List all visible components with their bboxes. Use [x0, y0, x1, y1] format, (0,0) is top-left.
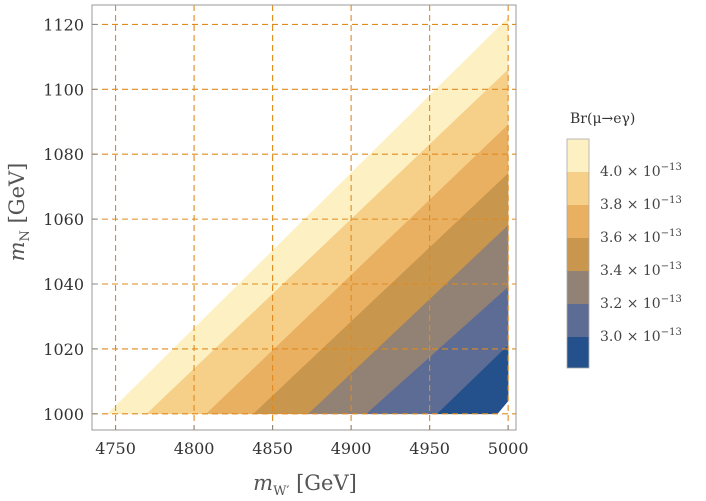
- y-tick-label: 1060: [43, 210, 84, 229]
- x-tick-label: 4900: [331, 439, 372, 458]
- x-tick-label: 4750: [95, 439, 136, 458]
- legend-swatch-2: [567, 205, 589, 238]
- y-tick-label: 1080: [43, 145, 84, 164]
- legend-label-3: 3.4 × 10−13: [600, 261, 682, 279]
- legend-swatch-0: [567, 139, 589, 172]
- legend-label-2: 3.6 × 10−13: [600, 228, 682, 246]
- plot-frame: [91, 4, 517, 431]
- legend-label-0: 4.0 × 10−13: [600, 162, 682, 180]
- legend-label-5: 3.0 × 10−13: [600, 327, 682, 345]
- y-tick-label: 1000: [43, 405, 84, 424]
- legend-swatch-3: [567, 238, 589, 271]
- y-tick-label: 1020: [43, 340, 84, 359]
- x-tick-label: 4850: [252, 439, 293, 458]
- legend: Br(μ→eγ) 4.0 × 10−13 3.8 × 10−13 3.6 × 10−…: [566, 111, 682, 369]
- y-axis-ticks: 1000 1020 1040 1060 1080 1100 1120: [43, 15, 97, 424]
- legend-swatch-4: [567, 271, 589, 304]
- x-axis-ticks: 4750 4800 4850 4900 4950 5000: [95, 425, 529, 458]
- legend-frame: [566, 138, 590, 369]
- frame-rect: [91, 4, 517, 431]
- grid-lines: [92, 5, 516, 430]
- x-tick-label: 4950: [409, 439, 450, 458]
- contour-bands: [106, 17, 509, 415]
- x-axis-label: mW′ [GeV]: [253, 471, 357, 499]
- legend-labels: 4.0 × 10−13 3.8 × 10−13 3.6 × 10−13 3.4 × 1…: [600, 162, 682, 345]
- y-axis-label: mN [GeV]: [5, 163, 33, 262]
- x-tick-label: 5000: [488, 439, 529, 458]
- legend-label-4: 3.2 × 10−13: [600, 294, 682, 312]
- legend-title: Br(μ→eγ): [570, 111, 635, 127]
- legend-label-1: 3.8 × 10−13: [600, 195, 682, 213]
- legend-swatches: [566, 138, 590, 369]
- legend-swatch-1: [567, 172, 589, 205]
- x-tick-label: 4800: [174, 439, 215, 458]
- legend-swatch-5: [567, 304, 589, 337]
- y-tick-label: 1120: [43, 15, 84, 34]
- legend-swatch-bottom: [567, 337, 589, 368]
- y-tick-label: 1100: [43, 80, 84, 99]
- y-tick-label: 1040: [43, 275, 84, 294]
